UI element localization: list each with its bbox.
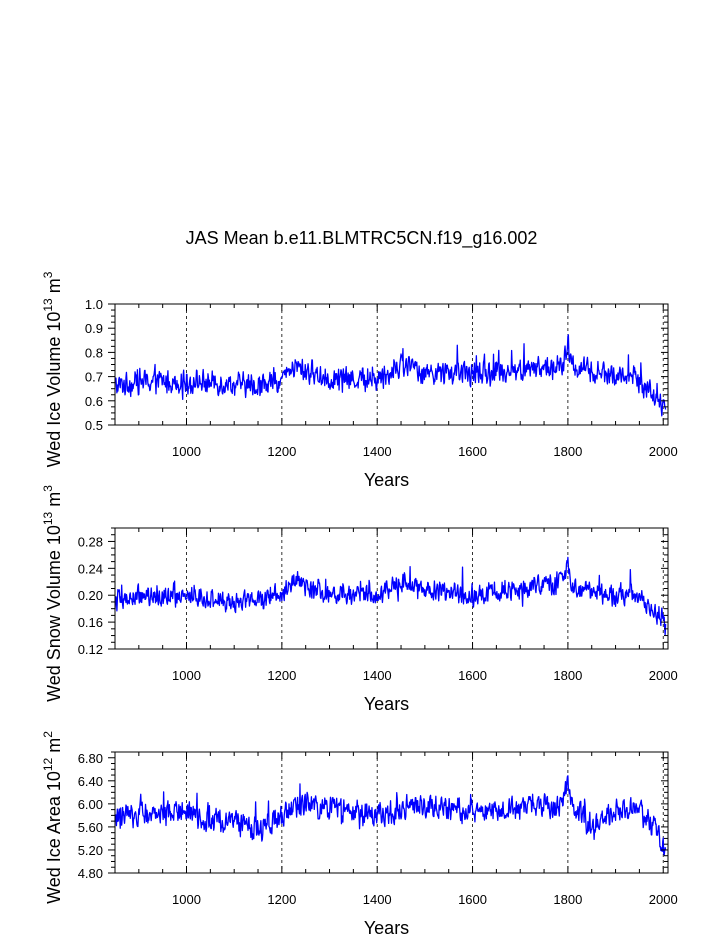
y-tick-label: 0.12 <box>78 642 103 657</box>
x-tick-label: 1800 <box>553 892 582 907</box>
y-axis-title-part: m <box>44 738 64 758</box>
x-tick-label: 1800 <box>553 668 582 683</box>
y-tick-label: 0.24 <box>78 561 103 576</box>
y-axis-title-exponent: 3 <box>41 485 55 492</box>
y-tick-label: 0.8 <box>85 345 103 360</box>
x-tick-label: 1800 <box>553 444 582 459</box>
y-tick-label: 0.9 <box>85 321 103 336</box>
figure-title: JAS Mean b.e11.BLMTRC5CN.f19_g16.002 <box>185 228 538 248</box>
y-tick-label: 5.20 <box>78 843 103 858</box>
y-tick-label: 1.0 <box>85 297 103 312</box>
x-tick-label: 1400 <box>363 668 392 683</box>
x-tick-label: 1600 <box>458 668 487 683</box>
y-axis-title-part: m <box>44 492 64 512</box>
y-tick-label: 6.40 <box>78 774 103 789</box>
y-axis-title: Wed Ice Area 1012​ m2​ <box>41 731 64 904</box>
chart-panel-1: 1000 1200 1400 1600 1800 2000 0.5 0.6 0.7 0.8 0.9 1… <box>41 271 678 490</box>
y-axis-title-part: m <box>44 278 64 298</box>
y-tick-label: 6.80 <box>78 751 103 766</box>
y-tick-label: 0.5 <box>85 418 103 433</box>
plot-frame <box>114 303 669 426</box>
x-tick-label: 2000 <box>649 444 678 459</box>
x-tick-label: 1000 <box>172 892 201 907</box>
plot-frame <box>114 751 669 874</box>
y-axis-title-exponent: 12 <box>41 757 55 771</box>
series-line-wed-ice-volume <box>114 334 667 417</box>
series-line-wed-snow-volume <box>114 556 667 636</box>
y-tick-label: 0.28 <box>78 534 103 549</box>
y-axis-title-exponent: 13 <box>41 298 55 312</box>
x-tick-label: 1600 <box>458 892 487 907</box>
y-axis-title: Wed Snow Volume 1013​ m3​ <box>41 485 64 702</box>
y-axis-title-part: Wed Snow Volume 10 <box>44 525 64 702</box>
x-tick-label: 1200 <box>267 444 296 459</box>
x-tick-label: 1200 <box>267 892 296 907</box>
chart-panel-3: 1000 1200 1400 1600 1800 2000 4.80 5.20 5.60 6.00… <box>41 731 678 935</box>
y-tick-label: 0.16 <box>78 615 103 630</box>
x-tick-label: 1400 <box>363 892 392 907</box>
chart-panel-2: 1000 1200 1400 1600 1800 2000 0.12 0.16 0.20 0.24… <box>41 485 678 714</box>
x-tick-label: 2000 <box>649 668 678 683</box>
y-tick-label: 6.00 <box>78 797 103 812</box>
y-tick-label: 4.80 <box>78 866 103 881</box>
x-tick-label: 2000 <box>649 892 678 907</box>
y-axis-title-part: Wed Ice Volume 10 <box>44 312 64 468</box>
y-axis-title-exponent: 13 <box>41 511 55 525</box>
x-axis-title: Years <box>364 694 409 714</box>
y-axis-title: Wed Ice Volume 1013​ m3​ <box>41 271 64 467</box>
y-axis-title-part: Wed Ice Area 10 <box>44 771 64 904</box>
x-tick-label: 1400 <box>363 444 392 459</box>
y-tick-label: 0.6 <box>85 394 103 409</box>
y-axis-title-exponent: 3 <box>41 271 55 278</box>
x-tick-label: 1000 <box>172 444 201 459</box>
x-tick-label: 1200 <box>267 668 296 683</box>
y-axis-title-exponent: 2 <box>41 731 55 738</box>
x-axis-title: Years <box>364 470 409 490</box>
x-axis-title: Years <box>364 918 409 935</box>
y-tick-label: 5.60 <box>78 820 103 835</box>
y-tick-label: 0.20 <box>78 588 103 603</box>
x-tick-label: 1000 <box>172 668 201 683</box>
x-tick-label: 1600 <box>458 444 487 459</box>
series-line-wed-ice-area <box>114 775 667 856</box>
y-tick-label: 0.7 <box>85 370 103 385</box>
